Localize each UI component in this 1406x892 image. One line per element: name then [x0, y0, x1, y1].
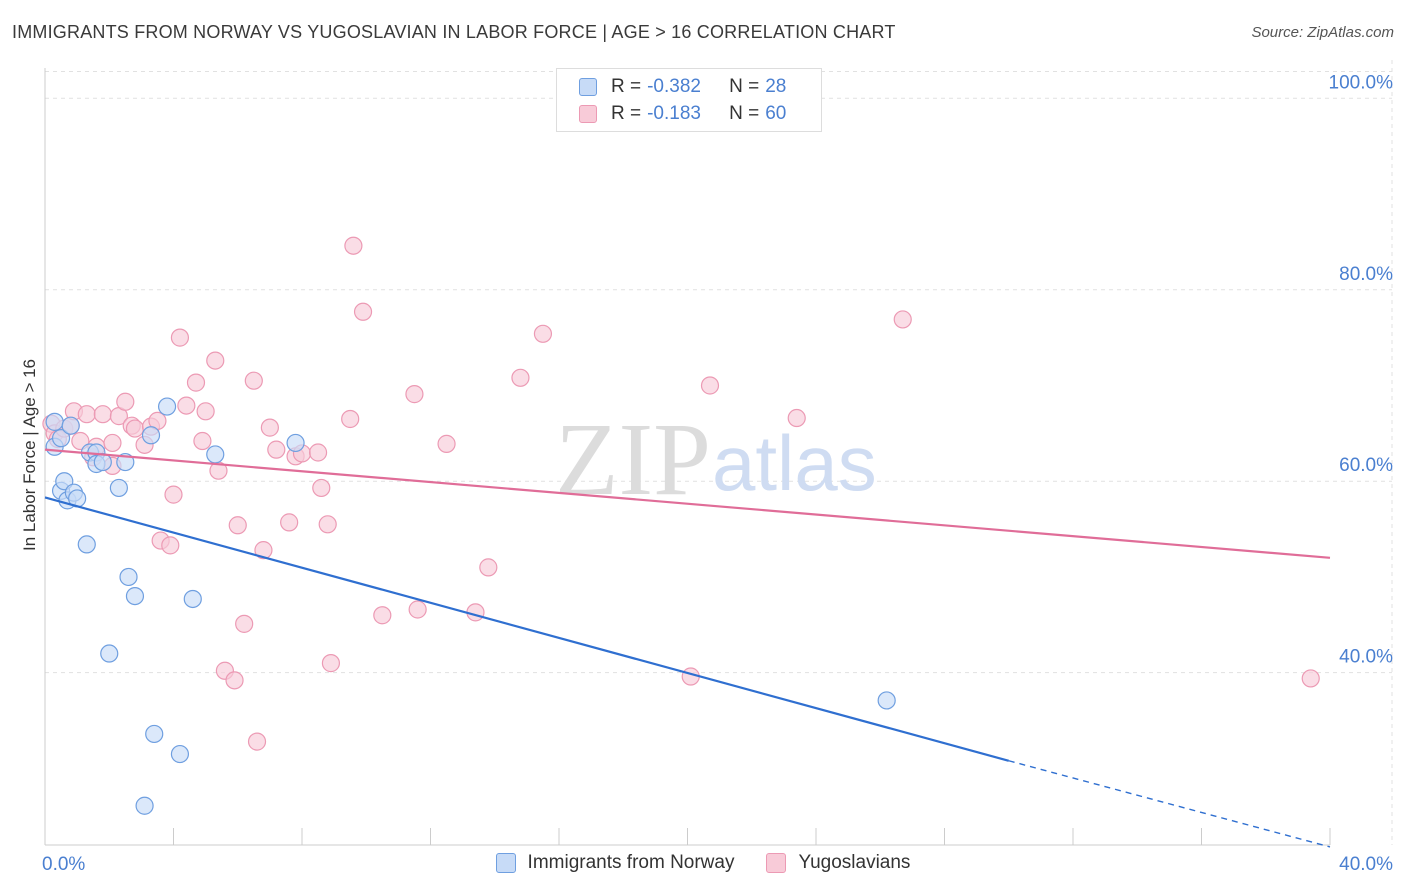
watermark: ZIP atlas: [555, 402, 877, 517]
yugoslavian-point: [260, 418, 279, 437]
yugoslavian-point: [353, 302, 373, 321]
yugoslavian-point: [196, 402, 215, 421]
yugoslavian-point: [103, 433, 122, 453]
norway-point: [145, 724, 164, 744]
yugoslavian-point: [787, 408, 806, 428]
yugoslavian-point: [125, 419, 145, 438]
norway-trend-line: [44, 496, 1010, 762]
series-swatch-norway: [495, 853, 516, 873]
yugoslavian-point: [267, 440, 286, 459]
yugoslavian-point: [1301, 669, 1320, 688]
yugoslavian-point: [479, 558, 498, 577]
y-tick-label: 80.0%: [1339, 264, 1393, 285]
legend-row-norway: R = -0.382 N = 28: [579, 75, 786, 99]
norway-trend-extension: [1008, 760, 1331, 848]
legend-row-yugoslavians: R = -0.183 N = 60: [579, 102, 786, 126]
legend-r-label: R =: [611, 103, 642, 124]
legend-r-label: R =: [611, 76, 642, 97]
yugoslavian-point: [405, 385, 424, 404]
legend-swatch-norway: [579, 78, 597, 96]
series-legend-norway[interactable]: Immigrants from Norway: [495, 852, 735, 874]
x-tick-label: 0.0%: [42, 854, 85, 875]
yugoslavian-point: [206, 351, 225, 370]
yugoslavian-point: [228, 516, 247, 535]
watermark-zip: ZIP: [555, 402, 711, 517]
yugoslavian-point: [77, 405, 96, 424]
yugoslavian-point: [533, 324, 553, 343]
norway-point: [125, 586, 145, 606]
yugoslavian-point: [511, 368, 530, 387]
legend-n-value: 60: [765, 103, 787, 124]
norway-point: [61, 416, 80, 435]
gridlines: [45, 60, 1393, 845]
norway-point: [51, 429, 71, 448]
yugoslavian-point: [247, 732, 267, 751]
yugoslavian-point: [312, 478, 331, 498]
norway-point: [157, 397, 177, 416]
yugoslavian-point: [235, 614, 254, 633]
legend-r-value: -0.382: [647, 76, 701, 97]
norway-point: [183, 589, 202, 609]
data-points: [42, 236, 1320, 815]
yugoslavian-point: [341, 409, 360, 429]
legend-swatch-yugoslavians: [579, 105, 597, 123]
trend-lines: [44, 448, 1331, 848]
norway-point: [77, 535, 96, 554]
yugoslavian-point: [93, 405, 112, 424]
yugoslavian-point: [244, 371, 263, 390]
norway-point: [141, 426, 161, 445]
source-label: Source: ZipAtlas.com: [1251, 24, 1394, 41]
yugoslavian-point: [177, 396, 196, 415]
norway-point: [170, 744, 190, 764]
yugoslavian-point: [344, 236, 363, 255]
axes: [44, 68, 1331, 846]
yugoslavian-point: [437, 434, 456, 453]
legend-n-value: 28: [765, 76, 787, 97]
x-tick-label: 40.0%: [1339, 854, 1393, 875]
y-tick-label: 40.0%: [1339, 647, 1393, 668]
series-legend: Immigrants from Norway Yugoslavians: [0, 852, 1406, 874]
legend-n-label: N =: [729, 103, 760, 124]
yugoslavian-point: [186, 373, 206, 392]
norway-point: [286, 433, 305, 453]
yugoslavian-point: [170, 328, 190, 347]
yugoslavian-point: [308, 443, 328, 462]
tick-labels: 40.0% 60.0% 80.0% 100.0% 0.0% 40.0%: [42, 72, 1393, 875]
norway-point: [93, 452, 112, 472]
yugoslavian-point: [164, 485, 183, 504]
norway-point: [135, 796, 154, 815]
norway-point: [119, 567, 138, 587]
watermark-atlas: atlas: [712, 419, 877, 507]
norway-point: [206, 445, 225, 464]
legend-r-value: -0.183: [647, 103, 701, 124]
yugoslavian-point: [225, 671, 244, 690]
series-name-yugoslavians: Yugoslavians: [798, 852, 911, 873]
chart-title: IMMIGRANTS FROM NORWAY VS YUGOSLAVIAN IN…: [12, 22, 896, 42]
yugoslavian-trend-line: [44, 448, 1331, 559]
yugoslavian-point: [321, 654, 341, 673]
y-tick-label: 60.0%: [1339, 455, 1393, 476]
stats-legend: R = -0.382 N = 28 R = -0.183 N = 60: [556, 68, 822, 132]
yugoslavian-point: [408, 600, 427, 619]
series-legend-yugoslavians[interactable]: Yugoslavians: [766, 852, 910, 874]
yugoslavian-point: [318, 515, 337, 534]
yugoslavian-point: [254, 541, 273, 560]
norway-point: [45, 412, 64, 431]
yugoslavian-point: [893, 310, 912, 329]
norway-point: [109, 478, 128, 498]
yugoslavian-point: [116, 392, 135, 411]
series-name-norway: Immigrants from Norway: [527, 852, 735, 873]
yugoslavian-point: [700, 376, 720, 395]
y-tick-label: 100.0%: [1329, 72, 1394, 93]
legend-n-label: N =: [729, 76, 760, 97]
series-swatch-yugoslavians: [766, 853, 787, 873]
norway-point: [877, 691, 896, 710]
yugoslavian-point: [280, 513, 299, 532]
norway-point: [100, 644, 119, 663]
yugoslavian-point: [373, 606, 392, 625]
yugoslavian-point: [193, 431, 212, 451]
yugoslavian-point: [161, 536, 180, 555]
